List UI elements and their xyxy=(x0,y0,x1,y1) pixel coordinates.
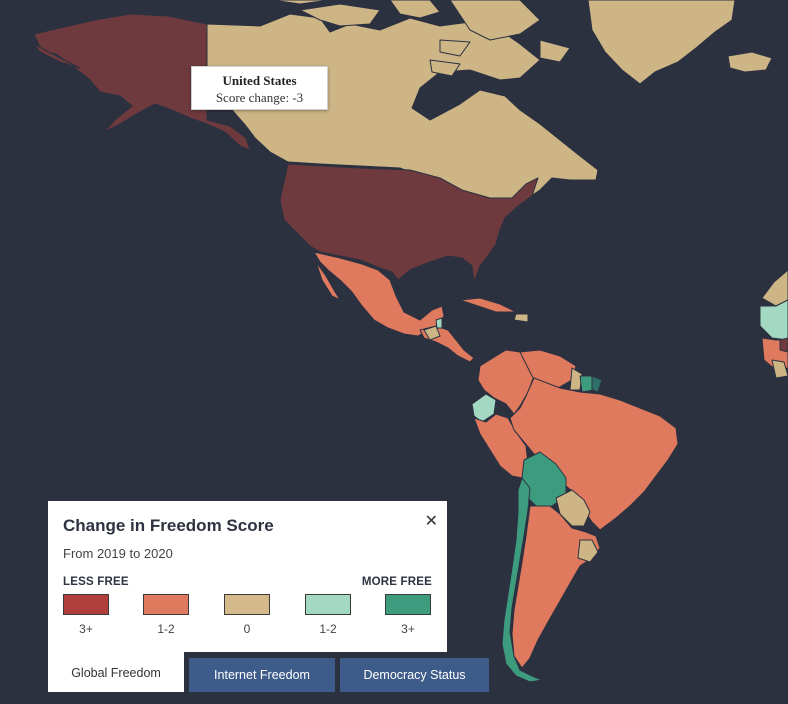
country-argentina[interactable] xyxy=(511,505,601,669)
island-aleutian xyxy=(33,43,81,69)
country-belize[interactable] xyxy=(435,317,443,329)
country-canada[interactable] xyxy=(206,13,599,203)
close-icon[interactable]: ✕ xyxy=(424,513,438,530)
legend-swatch-0 xyxy=(63,594,109,615)
legend-swatch-label-2: 0 xyxy=(243,622,251,636)
legend-swatch-3 xyxy=(305,594,351,615)
country-baja xyxy=(315,261,341,301)
tab-global-freedom[interactable]: Global Freedom xyxy=(48,652,184,692)
country-africa-west-2[interactable] xyxy=(759,299,788,341)
country-tooltip: United States Score change: -3 xyxy=(191,66,328,110)
country-chile[interactable] xyxy=(501,477,543,683)
tooltip-country-name: United States xyxy=(222,73,297,88)
country-ecuador[interactable] xyxy=(471,393,497,423)
legend-swatch-label-4: 3+ xyxy=(401,622,415,636)
tooltip-score-change: Score change: -3 xyxy=(215,90,304,105)
country-cuba[interactable] xyxy=(459,297,517,313)
legend-swatch-label-3: 1-2 xyxy=(319,622,337,636)
map-tab-bar: Global Freedom Internet Freedom Democrac… xyxy=(48,652,508,692)
country-united-states[interactable] xyxy=(279,163,539,283)
legend-title: Change in Freedom Score xyxy=(63,516,274,535)
legend-less-free-label: LESS FREE xyxy=(63,576,129,588)
legend-swatch-label-0: 3+ xyxy=(79,622,93,636)
country-greenland[interactable] xyxy=(587,0,736,85)
legend-panel: Change in Freedom Score ✕ From 2019 to 2… xyxy=(48,501,447,652)
country-alaska[interactable] xyxy=(33,13,251,151)
legend-swatch-1 xyxy=(143,594,189,615)
country-africa-west-4[interactable] xyxy=(779,337,788,353)
legend-swatch-4 xyxy=(385,594,431,615)
country-uruguay[interactable] xyxy=(577,539,599,563)
country-africa-west[interactable] xyxy=(761,269,788,307)
legend-swatch-2 xyxy=(224,594,270,615)
legend-more-free-label: MORE FREE xyxy=(361,576,432,588)
country-french-guiana[interactable] xyxy=(591,375,603,393)
country-brazil[interactable] xyxy=(509,377,679,531)
arctic-islands xyxy=(271,0,571,77)
country-africa-west-5[interactable] xyxy=(771,359,788,379)
legend-subtitle: From 2019 to 2020 xyxy=(63,546,173,561)
country-iceland[interactable] xyxy=(727,51,773,73)
tab-internet-freedom[interactable]: Internet Freedom xyxy=(189,658,335,692)
legend-swatch-label-1: 1-2 xyxy=(157,622,175,636)
country-guyana[interactable] xyxy=(569,367,583,391)
country-hispaniola[interactable] xyxy=(513,313,529,323)
tab-democracy-status[interactable]: Democracy Status xyxy=(340,658,489,692)
country-guatemala[interactable] xyxy=(423,325,441,341)
